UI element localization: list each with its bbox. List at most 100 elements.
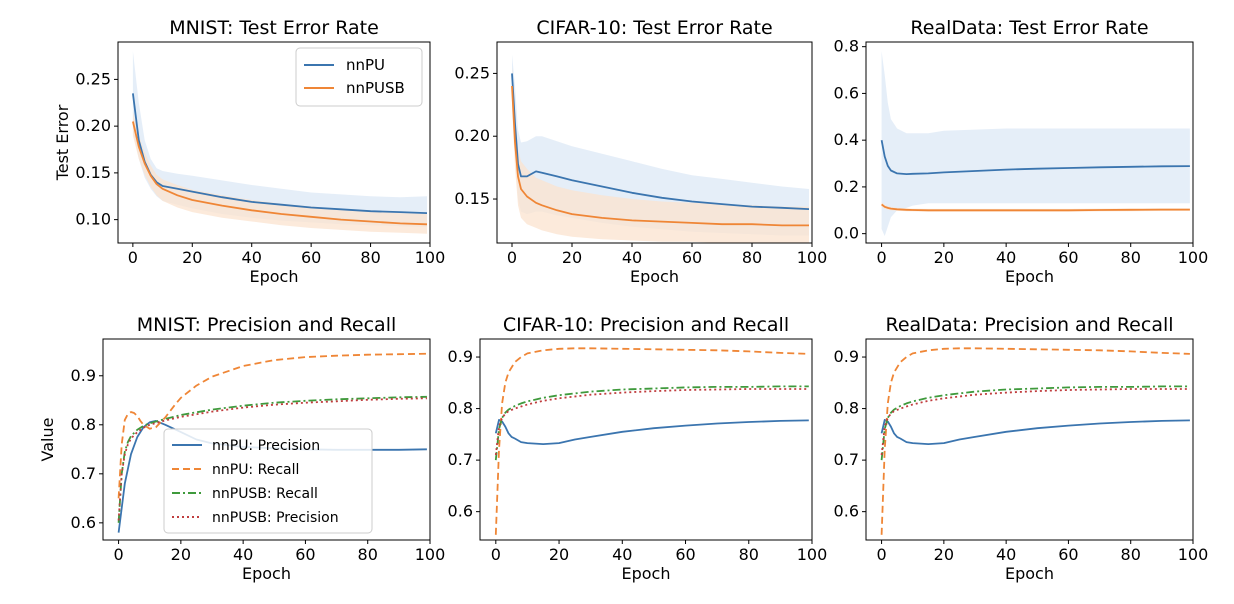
chart-panel-4: 0 20 40 60 80 100 0.6 0.7 0.8 0.9 MNIST: Precision… [38,314,445,583]
y-tick-label: 0.9 [71,366,96,385]
chart-title: MNIST: Test Error Rate [169,17,379,39]
plot-area [880,51,1190,236]
series-line-2 [117,352,427,499]
y-tick-label: 0.7 [71,464,96,483]
confidence-band-1 [132,51,427,228]
legend: nnPU nnPUSB [295,47,423,107]
y-tick-label: 0.8 [834,37,859,56]
axes-frame [865,41,1194,244]
series-line-2 [880,347,1190,535]
series-line-4 [880,388,1190,456]
series-line-3 [880,385,1190,461]
y-tick-label: 0.2 [834,177,859,196]
chart-title: RealData: Test Error Rate [910,17,1148,39]
series-line-2 [132,121,428,226]
y-tick-label: 0.7 [834,450,859,469]
x-tick-label: 0 [876,248,886,267]
x-axis-label: Epoch [250,267,299,286]
x-axis-label: Epoch [1005,267,1054,286]
x-tick-label: 20 [171,545,191,564]
chart-title: CIFAR-10: Test Error Rate [536,17,772,39]
legend-label: nnPUSB: Precision [212,510,339,526]
x-tick-label: 40 [612,545,632,564]
x-tick-label: 0 [507,248,517,267]
legend-label: nnPU: Recall [212,462,299,478]
y-axis-label: Test Error [53,104,72,181]
x-tick-label: 40 [622,248,642,267]
x-tick-label: 60 [295,545,315,564]
series-line-1 [511,73,810,210]
chart-panel-6: 0 20 40 60 80 100 0.6 0.7 0.8 0.9 RealData: Precis… [834,314,1209,583]
axes-frame [117,41,431,244]
series-line-1 [880,140,1190,175]
chart-panel-5: 0 20 40 60 80 100 0.6 0.7 0.8 0.9 CIFAR-10: Precis… [448,314,828,583]
y-tick-label: 0.6 [71,513,96,532]
x-tick-label: 60 [1058,248,1078,267]
series-line-2 [511,85,809,227]
chart-title: RealData: Precision and Recall [885,314,1173,336]
y-tick-label: 0.15 [75,163,111,182]
y-tick-label: 0.8 [448,399,473,418]
confidence-band-1 [881,51,1190,236]
x-tick-label: 0 [876,545,886,564]
y-tick-label: 0.7 [448,450,473,469]
series-line-2 [494,347,809,535]
y-tick-label: 0.8 [71,415,96,434]
x-tick-label: 100 [797,545,828,564]
chart-panel-3: 0 20 40 60 80 100 0.0 0.2 0.4 0.6 0.8 RealData: Tes… [834,17,1209,286]
x-tick-label: 60 [1058,545,1078,564]
series-line-4 [494,388,809,456]
series-line-3 [494,385,809,461]
x-axis-label: Epoch [1005,564,1054,583]
confidence-band-2 [132,112,427,234]
plot-area [880,347,1190,535]
y-tick-label: 0.6 [834,502,859,521]
x-tick-label: 100 [415,248,446,267]
axes-frame [865,338,1194,541]
confidence-band-2 [512,67,809,243]
x-tick-label: 0 [491,545,501,564]
x-tick-label: 20 [934,545,954,564]
axes-frame [479,338,813,541]
y-tick-label: 0.25 [75,69,111,88]
y-tick-label: 0.20 [454,126,490,145]
x-tick-label: 40 [233,545,253,564]
legend-label: nnPUSB: Recall [212,486,318,502]
x-tick-label: 40 [996,545,1016,564]
series-line-2 [881,203,1190,212]
x-tick-label: 40 [242,248,262,267]
x-tick-label: 0 [128,248,138,267]
x-tick-label: 100 [797,248,828,267]
x-tick-label: 60 [682,248,702,267]
y-tick-label: 0.6 [448,502,473,521]
legend-box [295,47,423,107]
series-line-3 [117,395,427,523]
legend-label: nnPU [346,56,385,74]
x-tick-label: 80 [742,248,762,267]
x-tick-label: 40 [996,248,1016,267]
legend: nnPU: Precision nnPU: Recall nnPUSB: Recal… [163,428,373,534]
x-tick-label: 100 [415,545,446,564]
series-line-1 [494,419,809,445]
y-tick-label: 0.9 [448,347,473,366]
chart-title: MNIST: Precision and Recall [137,314,397,336]
x-tick-label: 80 [1121,545,1141,564]
legend-label: nnPUSB [346,79,405,97]
y-tick-label: 0.20 [75,116,111,135]
x-tick-label: 20 [182,248,202,267]
axes-frame [496,41,813,244]
x-tick-label: 20 [934,248,954,267]
x-tick-label: 20 [549,545,569,564]
x-tick-label: 100 [1178,545,1209,564]
x-tick-label: 60 [301,248,321,267]
x-tick-label: 80 [739,545,759,564]
chart-panel-1: 0 20 40 60 80 100 0.10 0.15 0.20 0.25 MNIST: Test … [53,17,445,286]
x-tick-label: 60 [675,545,695,564]
x-axis-label: Epoch [242,564,291,583]
x-tick-label: 0 [113,545,123,564]
plot-area [494,347,809,535]
y-tick-label: 0.4 [834,130,859,149]
legend-box [163,428,373,534]
legend-label: nnPU: Precision [212,438,320,454]
